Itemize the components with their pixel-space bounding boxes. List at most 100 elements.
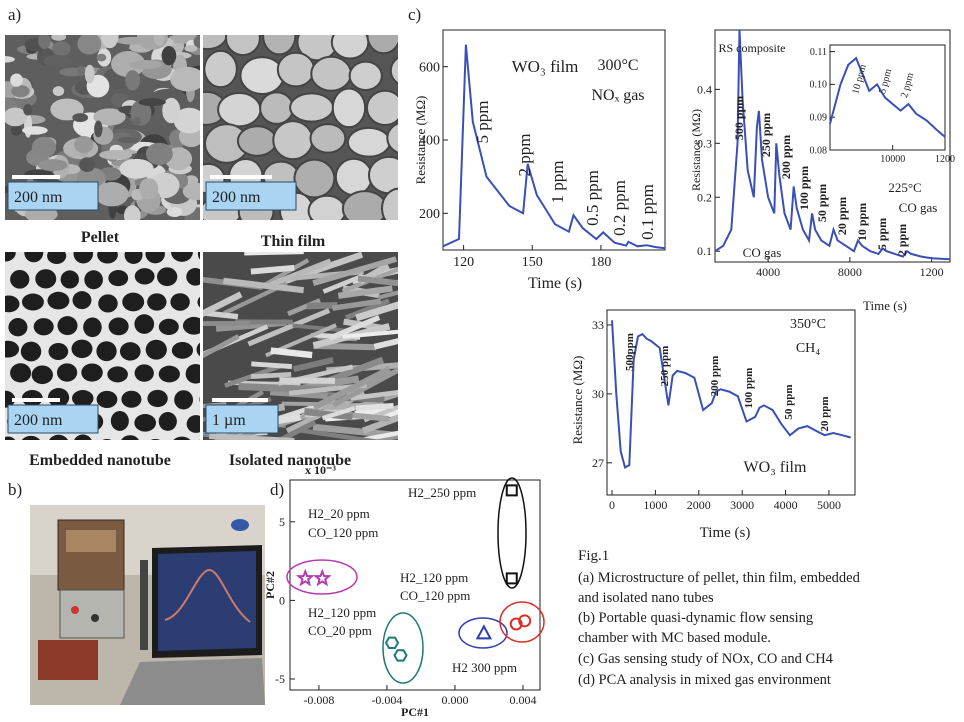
pore <box>57 363 77 381</box>
grain <box>162 46 177 65</box>
pore <box>135 268 155 284</box>
cluster-label: H2 300 ppm <box>452 660 517 675</box>
instrument-panel <box>66 530 116 552</box>
x-tick-label: 2000 <box>687 498 711 512</box>
pore <box>134 314 154 334</box>
y-axis-label: PC#2 <box>263 571 277 599</box>
x-tick-label: -0.008 <box>303 693 334 707</box>
peak-label: 200 ppm <box>779 135 793 179</box>
peak-label: 20 ppm <box>819 396 831 431</box>
peak-label: 2 ppm <box>895 224 909 256</box>
grain <box>273 121 312 159</box>
panel-label: b) <box>8 480 22 499</box>
micrograph-label: Embedded nanotube <box>29 452 171 469</box>
pore <box>72 390 94 407</box>
caption-title: Fig.1 <box>578 548 609 564</box>
grain <box>23 104 32 116</box>
figure: a) b) c) d) 200 nmPellet200 nmThin film2… <box>0 0 964 722</box>
grain <box>38 159 68 171</box>
grain <box>94 121 102 138</box>
cluster-label: H2_120 ppm <box>308 605 376 620</box>
chart-note: CO gas <box>899 200 938 215</box>
y-axis-label: Resistance (MΩ) <box>413 96 428 185</box>
peak-label: 5 ppm <box>473 101 492 144</box>
grain <box>238 126 276 156</box>
peak-label: 100 ppm <box>743 368 755 409</box>
y-axis-label: Resistance (MΩ) <box>689 109 703 191</box>
panel-label: d) <box>270 480 284 499</box>
pore <box>134 414 156 432</box>
x-tick-label: 180 <box>590 255 611 270</box>
caption-line: chamber with MC based module. <box>578 630 771 646</box>
component <box>71 606 79 614</box>
cluster-label: CO_120 ppm <box>400 588 470 603</box>
micrograph-label: Thin film <box>261 233 326 250</box>
pore <box>111 411 129 431</box>
x-tick-label: 4000 <box>756 265 780 279</box>
pore <box>84 270 103 289</box>
peak-label: 500ppm <box>624 333 636 371</box>
peak-label: 10 ppm <box>855 203 869 241</box>
pore <box>73 291 92 309</box>
x-tick-label: 1200 <box>935 154 955 165</box>
cluster-label: CO_20 ppm <box>308 623 372 638</box>
caption-line: (a) Microstructure of pellet, thin film,… <box>578 570 861 586</box>
pore <box>96 341 116 361</box>
grain <box>79 157 95 172</box>
peak-label: 0.2 ppm <box>610 180 629 236</box>
pore <box>58 316 78 335</box>
pore <box>157 267 177 286</box>
grain <box>125 70 140 90</box>
x-tick-label: 3000 <box>730 498 754 512</box>
pore <box>159 412 177 431</box>
peak-label: 2 ppm <box>515 134 534 177</box>
y-tick-label: 0.4 <box>697 82 712 96</box>
y-tick-label: -5 <box>275 672 285 686</box>
x-tick-label: 0 <box>609 498 615 512</box>
pore <box>8 318 27 336</box>
x-axis-label: Time (s) <box>863 298 907 313</box>
cluster-label: H2_120 ppm <box>400 570 468 585</box>
scale-bar-text: 200 nm <box>212 189 261 206</box>
module <box>38 640 98 680</box>
inset-frame <box>830 45 945 150</box>
scale-bar-text: 1 µm <box>212 412 246 429</box>
pore <box>108 270 128 286</box>
pore <box>48 343 68 360</box>
grain <box>260 92 293 123</box>
grain <box>367 91 403 125</box>
panel-label: c) <box>408 5 421 24</box>
grain <box>10 73 23 86</box>
peak-label: 500 ppm <box>732 96 746 140</box>
x-axis-label: PC#1 <box>401 705 429 719</box>
cluster-label: CO_120 ppm <box>308 525 378 540</box>
pore <box>98 294 117 312</box>
grain <box>167 207 183 217</box>
y-tick-label: 27 <box>592 456 604 470</box>
caption-line: (d) PCA analysis in mixed gas environmen… <box>578 672 831 688</box>
chart-note: RS composite <box>718 41 785 55</box>
chart-note: CH₄ <box>796 341 820 356</box>
chart-title: WO₃ film <box>744 459 807 476</box>
pore <box>48 388 69 407</box>
grain <box>290 93 333 121</box>
grain <box>138 98 166 106</box>
caption-line: (c) Gas sensing study of NOx, CO and CH4 <box>578 651 834 667</box>
y-tick-label: 0.1 <box>697 244 712 258</box>
grain <box>77 66 85 76</box>
x-tick-label: 4000 <box>774 498 798 512</box>
pore <box>107 366 128 382</box>
pore <box>135 364 154 381</box>
grain <box>133 117 141 125</box>
scale-bar-text: 200 nm <box>14 412 63 429</box>
grain <box>72 113 88 122</box>
grain <box>11 125 22 135</box>
grain <box>77 33 101 55</box>
grain <box>310 124 345 153</box>
chart-note: NOₓ gas <box>591 87 644 104</box>
y-tick-label: 0.08 <box>810 145 828 156</box>
cluster-label: H2_20 ppm <box>308 506 370 521</box>
grain <box>99 150 132 160</box>
peak-label: 200 ppm <box>709 356 721 397</box>
grain <box>139 178 158 199</box>
